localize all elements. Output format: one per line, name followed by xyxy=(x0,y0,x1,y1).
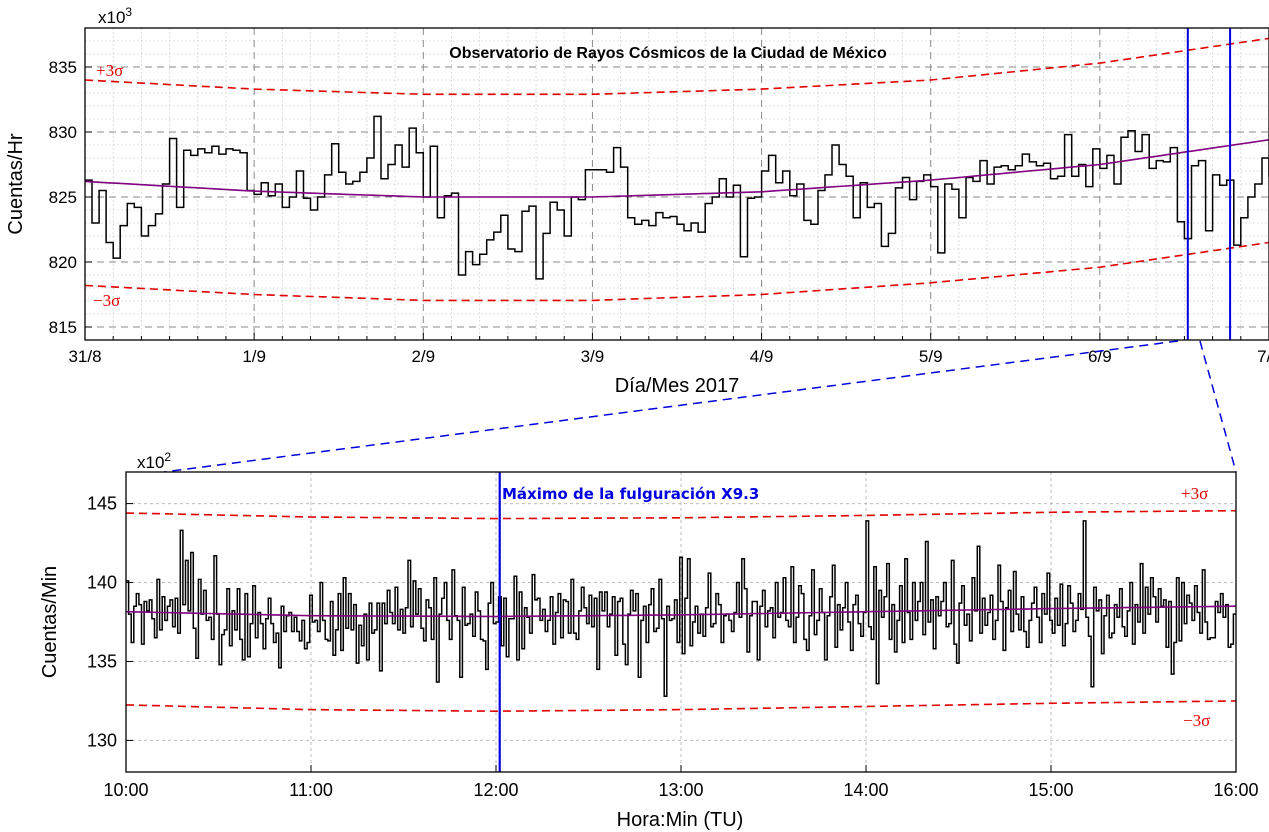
bottom-y-scale-label: x102 xyxy=(137,450,171,472)
bottom-y-tick-label: 135 xyxy=(87,651,117,671)
bottom-x-tick-label: 11:00 xyxy=(289,780,333,800)
bottom-ticks: 10:00 11:00 12:00 13:00 14:00 15:00 16:00 130 13… xyxy=(87,494,1259,800)
top-ticks: 31/8 1/9 2/9 3/9 4/9 5/9 6/9 7/9 815 820 825 830 835 xyxy=(49,58,1269,366)
bottom-plus-3sigma-line xyxy=(125,509,1237,520)
top-y-tick-label: 815 xyxy=(49,318,77,337)
top-grid xyxy=(85,27,1269,341)
top-minus-3sigma-line xyxy=(84,241,1269,302)
top-x-axis-label: Día/Mes 2017 xyxy=(615,375,740,397)
top-x-tick-label: 4/9 xyxy=(750,347,774,366)
top-x-tick-label: 6/9 xyxy=(1088,347,1112,366)
bottom-plus-sigma-label: +3σ xyxy=(1181,484,1208,503)
zoom-connector-left xyxy=(163,340,1179,473)
flare-annotation: Máximo de la fulguración X9.3 xyxy=(502,485,759,503)
top-x-tick-label: 31/8 xyxy=(68,347,101,366)
top-plot-frame xyxy=(84,27,1269,341)
top-minus-sigma-label: −3σ xyxy=(93,291,120,310)
top-plus-sigma-label: +3σ xyxy=(96,61,123,80)
top-y-tick-label: 835 xyxy=(49,58,77,77)
top-y-axis-label: Cuentas/Hr xyxy=(5,133,27,234)
top-x-tick-label: 1/9 xyxy=(242,347,266,366)
bottom-y-scale-exp: 2 xyxy=(164,450,171,464)
bottom-x-axis-label: Hora:Min (TU) xyxy=(617,809,744,831)
bottom-series xyxy=(125,472,1237,772)
top-x-tick-label: 2/9 xyxy=(411,347,435,366)
bottom-minus-3sigma-line xyxy=(125,700,1237,713)
bottom-x-tick-label: 14:00 xyxy=(843,780,888,800)
top-fit-curve xyxy=(84,139,1269,198)
bottom-x-tick-label: 16:00 xyxy=(1213,780,1258,800)
bottom-plot-frame xyxy=(125,471,1237,773)
top-sigma-bands xyxy=(84,37,1269,302)
bottom-sigma-bands xyxy=(125,509,1237,713)
top-chart-title: Observatorio de Rayos Cósmicos de la Ciu… xyxy=(449,45,887,62)
top-plus-3sigma-line xyxy=(84,37,1269,96)
top-y-tick-label: 830 xyxy=(49,123,77,142)
top-y-scale-exp: 3 xyxy=(125,5,132,19)
top-x-tick-label: 7/9 xyxy=(1257,347,1269,366)
bottom-y-scale-base: x10 xyxy=(137,453,164,472)
top-x-tick-label: 5/9 xyxy=(919,347,943,366)
top-y-scale-base: x10 xyxy=(98,8,125,27)
bottom-x-tick-label: 13:00 xyxy=(658,780,703,800)
bottom-x-tick-label: 12:00 xyxy=(473,780,518,800)
bottom-x-tick-label: 15:00 xyxy=(1028,780,1073,800)
bottom-x-tick-label: 10:00 xyxy=(103,780,148,800)
zoom-connector-right xyxy=(1199,340,1237,473)
bottom-fit-curve xyxy=(125,605,1237,618)
bottom-counts-step-line xyxy=(126,520,1236,697)
top-x-tick-label: 3/9 xyxy=(581,347,605,366)
bottom-minus-sigma-label: −3σ xyxy=(1183,711,1210,730)
top-series xyxy=(84,28,1269,340)
bottom-y-tick-label: 140 xyxy=(87,573,117,593)
bottom-y-tick-label: 145 xyxy=(87,494,117,514)
top-y-scale-label: x103 xyxy=(98,5,132,27)
bottom-panel: 10:00 11:00 12:00 13:00 14:00 15:00 16:00 130 13… xyxy=(39,450,1259,831)
top-panel: 31/8 1/9 2/9 3/9 4/9 5/9 6/9 7/9 815 820 825 830 835… xyxy=(5,5,1269,397)
top-y-tick-label: 825 xyxy=(49,188,77,207)
bottom-y-axis-label: Cuentas/Min xyxy=(39,566,61,678)
top-y-tick-label: 820 xyxy=(49,253,77,272)
bottom-y-tick-label: 130 xyxy=(87,730,117,750)
top-counts-step-line xyxy=(85,115,1269,280)
